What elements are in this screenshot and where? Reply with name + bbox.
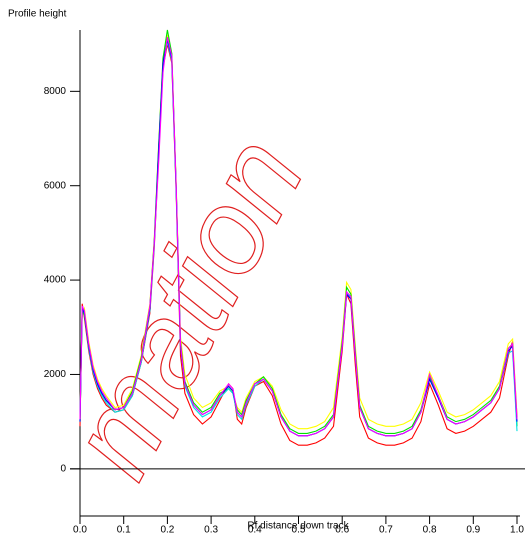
x-axis-title: Rf distance down track [247, 521, 349, 532]
x-tick-label: 0.1 [117, 525, 131, 533]
y-tick-label: 2000 [44, 369, 67, 380]
x-tick-label: 0.3 [204, 525, 218, 533]
x-tick-label: 0.4 [248, 525, 262, 533]
x-tick-label: 1.0 [510, 525, 524, 533]
x-tick-label: 0.2 [160, 525, 174, 533]
x-tick-label: 0.9 [466, 525, 480, 533]
x-tick-label: 0.8 [423, 525, 437, 533]
y-tick-label: 0 [60, 463, 66, 474]
watermark: mation [43, 116, 330, 497]
profile-line [79, 36, 518, 437]
y-tick-label: 6000 [44, 180, 67, 191]
x-tick-label: 0.6 [335, 525, 349, 533]
y-axis-title: Profile height [8, 9, 67, 20]
y-tick-label: 8000 [44, 86, 67, 97]
profile-line [79, 34, 518, 430]
y-tick-label: 4000 [44, 275, 67, 286]
x-tick-label: 0.5 [292, 525, 306, 533]
x-tick-label: 0.7 [379, 525, 393, 533]
x-tick-label: 0.0 [73, 525, 87, 533]
